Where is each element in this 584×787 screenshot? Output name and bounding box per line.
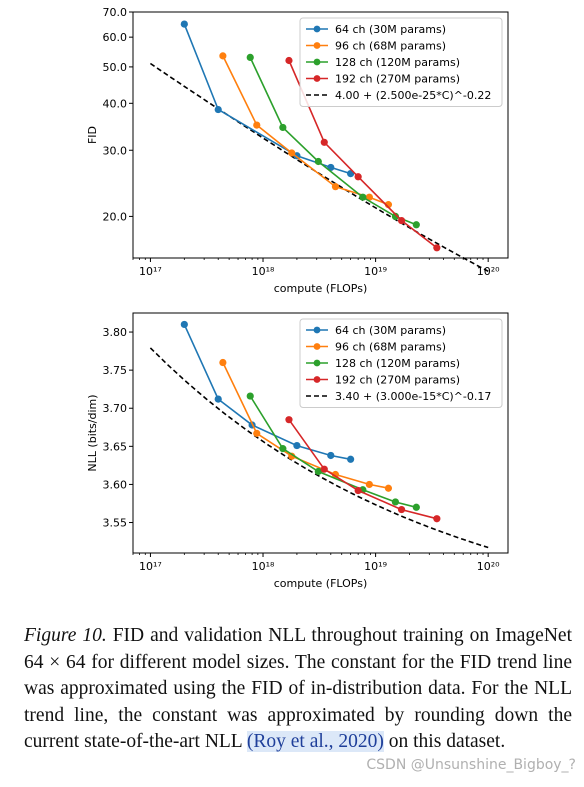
legend-marker [313, 376, 321, 383]
y-tick-label: 3.70 [103, 402, 128, 415]
legend-box [299, 318, 503, 408]
data-point [288, 452, 296, 460]
legend-label: 64 ch (30M params) [335, 324, 446, 337]
y-tick-label: 3.60 [103, 478, 128, 491]
y-axis-label: NLL (bits/dim) [86, 394, 99, 471]
plot-area-frame [132, 11, 509, 259]
y-tick-label: 50.0 [103, 61, 128, 74]
legend-label: 64 ch (30M params) [335, 23, 446, 36]
data-point [347, 455, 355, 463]
legend-box [299, 17, 503, 107]
data-point [365, 480, 373, 489]
chart-1: 10¹⁷ 10¹⁸ 10¹⁹ 10²⁰ 20.0 30.0 40.0 50.0 60.0 70.0… [86, 6, 509, 295]
x-tick-label: 10¹⁸ [252, 265, 275, 278]
data-point [433, 244, 441, 252]
data-point [279, 445, 287, 453]
data-point [359, 193, 367, 201]
legend-marker [313, 75, 321, 82]
legend-marker [313, 58, 321, 66]
legend-marker [313, 326, 321, 334]
data-point [285, 56, 293, 65]
legend-label: 4.00 + (2.500e-25*C)^-0.22 [335, 89, 491, 102]
x-tick-label: 10¹⁹ [364, 265, 387, 278]
x-tick-label: 10¹⁷ [139, 560, 162, 573]
y-tick-label: 3.80 [103, 326, 128, 339]
legend-label: 128 ch (120M params) [335, 56, 460, 69]
x-axis-label: compute (FLOPs) [274, 282, 368, 295]
series-line [288, 419, 437, 520]
x-tick-label: 10²⁰ [477, 265, 500, 278]
data-point [246, 53, 254, 61]
y-tick-label: 30.0 [103, 144, 128, 157]
data-point [288, 149, 296, 157]
trend-line [149, 347, 489, 549]
legend-label: 192 ch (270M params) [335, 73, 460, 86]
data-point [320, 465, 328, 473]
data-point [314, 467, 322, 476]
legend-label: 192 ch (270M params) [335, 374, 460, 387]
data-point [219, 358, 227, 367]
data-point [365, 193, 373, 201]
watermark: CSDN @Unsunshine_Bigboy_? [366, 757, 576, 773]
legend-label: 128 ch (120M params) [335, 357, 460, 370]
data-point [331, 470, 340, 479]
chart-2: 10¹⁷ 10¹⁸ 10¹⁹ 10²⁰ 3.55 3.60 3.65 3.70 3.75 3.80… [86, 312, 509, 590]
y-tick-label: 40.0 [103, 97, 128, 110]
y-tick-label: 20.0 [103, 210, 128, 223]
x-tick-label: 10¹⁸ [252, 560, 275, 573]
legend-marker [313, 42, 321, 49]
y-tick-label: 3.75 [103, 364, 128, 377]
data-point [331, 183, 340, 191]
figure-label: Figure 10. [24, 625, 107, 646]
data-point [180, 320, 188, 329]
data-point [391, 498, 400, 506]
caption-text-end: on this dataset. [383, 731, 506, 752]
legend-label: 96 ch (68M params) [335, 40, 446, 53]
data-point [354, 173, 362, 181]
x-tick-label: 10²⁰ [477, 560, 500, 573]
x-tick-label: 10¹⁹ [364, 560, 387, 573]
legend-marker [313, 343, 321, 350]
data-point [412, 503, 420, 511]
legend: 64 ch (30M params) 96 ch (68M params) 128 … [299, 17, 503, 107]
data-point [279, 123, 287, 132]
legend-marker [313, 359, 321, 367]
y-tick-label: 3.65 [103, 440, 128, 453]
data-point [433, 515, 441, 523]
y-tick-label: 60.0 [103, 31, 128, 44]
data-point [253, 121, 261, 129]
data-point [320, 138, 328, 146]
y-tick-label: 3.55 [103, 517, 128, 530]
data-point [214, 395, 222, 403]
plot-area-frame [132, 312, 509, 554]
data-point [180, 20, 188, 28]
data-point [354, 486, 362, 495]
x-axis-label: compute (FLOPs) [274, 577, 368, 590]
y-tick-label: 70.0 [103, 6, 128, 19]
data-point [327, 451, 335, 460]
data-point [397, 505, 406, 514]
caption-text: FID and validation NLL throughout traini… [24, 625, 572, 752]
data-point [214, 105, 222, 114]
citation-link[interactable]: (Roy et al., 2020) [246, 731, 384, 752]
figure-charts: 10¹⁷ 10¹⁸ 10¹⁹ 10²⁰ 20.0 30.0 40.0 50.0 60.0 70.0… [86, 6, 509, 590]
legend-marker [313, 25, 321, 33]
data-point [293, 441, 301, 450]
legend-label: 96 ch (68M params) [335, 341, 446, 354]
series-line [249, 395, 417, 509]
data-point [219, 52, 227, 60]
data-point [314, 157, 322, 166]
data-point [384, 484, 393, 492]
data-point [412, 221, 420, 229]
legend-label: 3.40 + (3.000e-15*C)^-0.17 [335, 390, 491, 403]
data-point [246, 392, 254, 400]
figure-caption: Figure 10. FID and validation NLL throug… [24, 623, 572, 756]
data-point [253, 429, 261, 437]
data-point [397, 216, 406, 225]
x-tick-label: 10¹⁷ [139, 265, 162, 278]
y-axis-label: FID [86, 126, 99, 144]
data-point [391, 212, 400, 221]
legend: 64 ch (30M params) 96 ch (68M params) 128 … [299, 318, 503, 408]
data-point [285, 416, 293, 424]
